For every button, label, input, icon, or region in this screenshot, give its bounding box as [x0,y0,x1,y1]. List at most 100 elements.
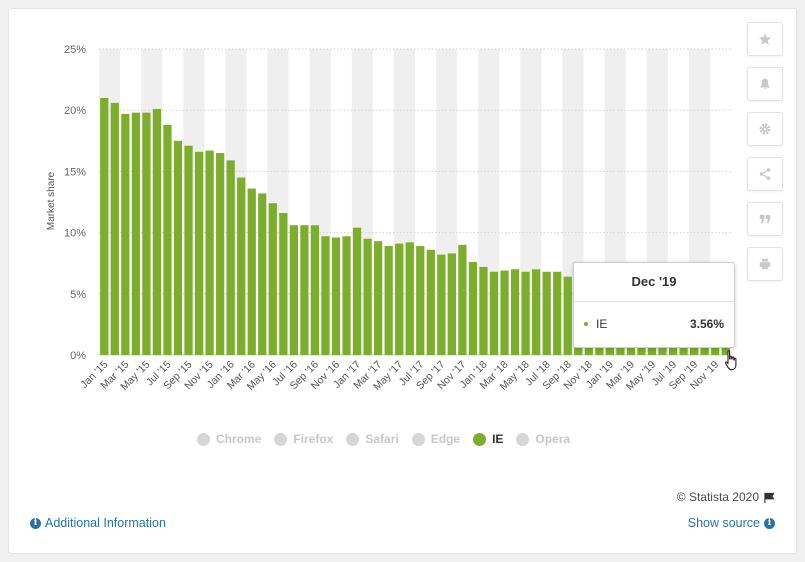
hand-cursor-icon [724,350,737,371]
legend-dot [411,432,425,446]
legend-label: Opera [535,432,571,446]
bar[interactable] [468,261,478,355]
y-tick-label: 10% [64,228,86,240]
bar[interactable] [405,242,414,355]
flag-icon[interactable] [764,492,775,503]
bar[interactable] [532,269,541,355]
show-source-link[interactable]: Show source i [688,516,775,530]
tooltip-row: IE 3.56% [574,302,734,346]
legend-dot [473,432,487,446]
bar[interactable] [184,145,193,355]
bar[interactable] [416,246,425,355]
legend-label: Chrome [216,432,262,446]
chart-tooltip: Dec '19 IE 3.56% [573,262,735,348]
bar[interactable] [510,269,520,355]
legend-item-ie[interactable]: IE [473,432,503,446]
y-axis-ticks: 0% 5% 10% 15% 20% 25% [64,44,86,362]
star-icon [758,33,772,45]
print-icon [759,258,771,270]
tooltip-series-label: IE [596,317,608,331]
bar[interactable] [553,271,562,355]
info-icon: i [764,517,775,529]
quote-icon [759,214,771,224]
tooltip-value: 3.56% [689,317,724,331]
bar[interactable] [258,193,267,355]
bar[interactable] [447,253,456,355]
bar[interactable] [563,276,572,355]
bar[interactable] [363,238,372,355]
bar[interactable] [489,271,499,355]
bar[interactable] [173,140,183,355]
bar[interactable] [279,213,288,355]
bar[interactable] [247,188,256,355]
legend-item-opera[interactable]: Opera [516,432,570,446]
copyright-text: © Statista 2020 [676,490,759,504]
bar[interactable] [131,112,140,356]
legend-label: Firefox [293,432,334,446]
legend-dot [197,432,210,446]
bar[interactable] [384,246,393,355]
y-tick-label: 0% [70,350,86,362]
legend-item-firefox[interactable]: Firefox [274,432,333,446]
bar[interactable] [542,271,551,355]
chart-toolbar [747,22,785,292]
info-icon: i [30,517,41,529]
settings-button[interactable] [747,112,783,146]
bar[interactable] [426,249,435,355]
bar[interactable] [458,244,467,355]
bar[interactable] [500,270,509,355]
legend-item-chrome[interactable]: Chrome [197,432,261,446]
bar[interactable] [268,203,277,355]
share-icon [759,168,771,180]
chart-legend: Chrome Firefox Safari Edge IE Opera [197,429,583,449]
bar[interactable] [100,97,109,356]
bar[interactable] [321,236,330,355]
bar[interactable] [374,241,383,355]
additional-information-label: Additional Information [45,516,166,530]
bar[interactable] [121,113,130,356]
y-tick-label: 5% [70,289,86,301]
alert-button[interactable] [747,67,783,101]
bar[interactable] [395,243,404,355]
legend-dot [516,432,530,446]
bar[interactable] [437,254,446,355]
y-axis-label: Market share [46,171,57,230]
copyright-notice: © Statista 2020 [677,490,775,504]
bar[interactable] [342,236,351,355]
bar[interactable] [152,108,162,355]
legend-item-edge[interactable]: Edge [411,432,461,446]
cite-button[interactable] [747,202,783,236]
share-button[interactable] [747,157,783,191]
bar[interactable] [110,102,119,355]
bar[interactable] [300,225,309,355]
legend-dot [274,432,288,446]
bar[interactable] [310,225,320,355]
additional-information-link[interactable]: i Additional Information [30,516,166,530]
bar[interactable] [352,227,362,355]
bar[interactable] [163,124,172,355]
legend-item-safari[interactable]: Safari [346,432,399,446]
gear-icon [759,123,771,135]
y-tick-label: 15% [64,166,86,178]
tooltip-series-dot [584,322,588,326]
bar[interactable] [237,177,246,355]
legend-label: IE [492,432,504,446]
bar[interactable] [521,271,530,355]
legend-label: Safari [365,432,399,446]
bar[interactable] [216,153,225,355]
bar[interactable] [479,266,488,355]
bar[interactable] [142,112,151,356]
tooltip-title: Dec '19 [574,263,734,302]
favorite-button[interactable] [747,22,783,56]
bar[interactable] [205,150,214,355]
legend-label: Edge [430,432,461,446]
bar[interactable] [194,151,204,355]
bar[interactable] [331,237,341,356]
y-tick-label: 20% [64,105,86,117]
print-button[interactable] [747,247,783,281]
bar[interactable] [226,160,235,355]
bar[interactable] [289,225,298,355]
legend-dot [346,432,360,446]
